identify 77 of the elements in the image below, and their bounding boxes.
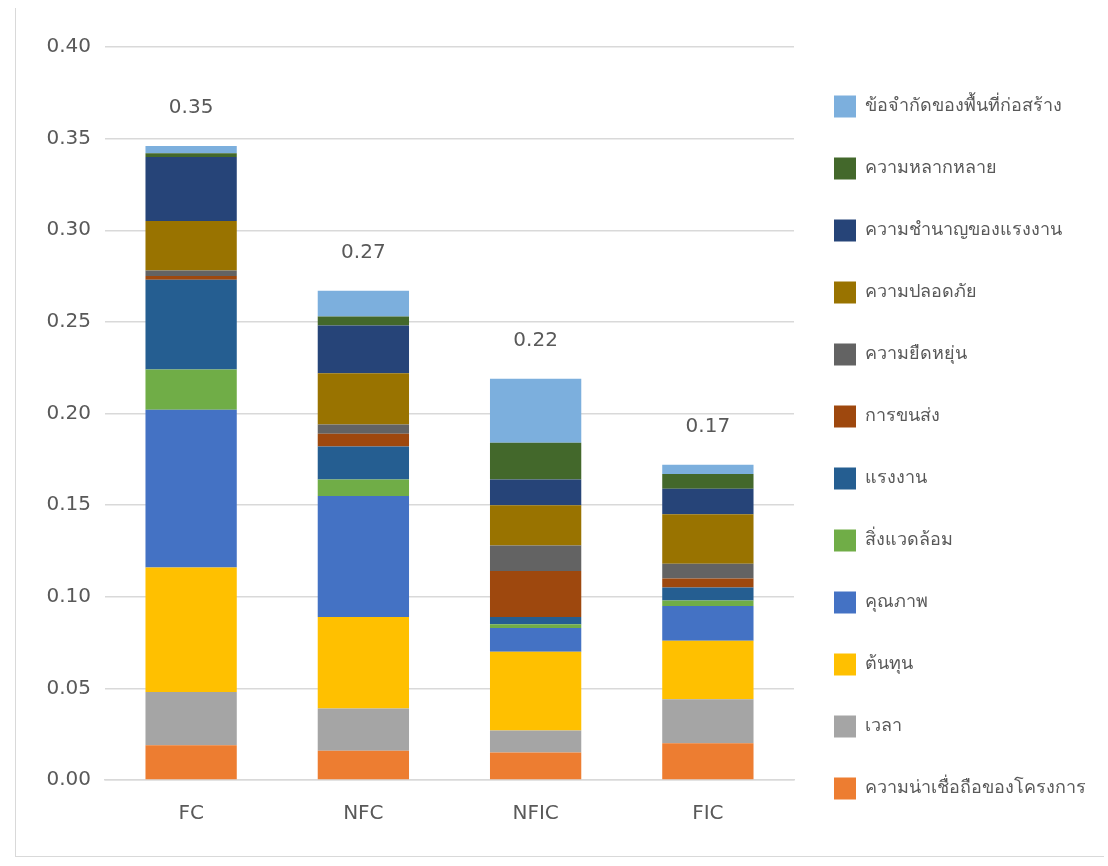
y-tick-label: 0.35 bbox=[46, 124, 91, 149]
bar bbox=[489, 752, 582, 780]
bar bbox=[662, 473, 754, 489]
y-tick-label: 0.15 bbox=[46, 491, 91, 516]
bar bbox=[662, 514, 754, 564]
bar bbox=[145, 156, 237, 222]
x-tick-label: FIC bbox=[692, 800, 724, 825]
bar bbox=[662, 563, 754, 579]
total-label: 0.27 bbox=[341, 238, 386, 263]
bar bbox=[489, 442, 582, 480]
bar bbox=[662, 640, 754, 700]
x-tick-label: FC bbox=[178, 800, 204, 825]
legend-label: ความยืดหยุ่น bbox=[865, 342, 967, 365]
bar bbox=[317, 446, 410, 480]
bar bbox=[662, 587, 754, 601]
y-tick-label: 0.00 bbox=[46, 766, 91, 791]
bar bbox=[145, 567, 237, 693]
bar bbox=[145, 369, 237, 410]
bar bbox=[145, 279, 237, 370]
bar bbox=[317, 373, 410, 425]
bar bbox=[662, 600, 754, 606]
bar bbox=[317, 433, 410, 447]
bar bbox=[489, 479, 582, 506]
x-tick-label: NFIC bbox=[512, 800, 559, 825]
legend-label: แรงงาน bbox=[865, 466, 927, 488]
y-tick-label: 0.25 bbox=[46, 308, 91, 333]
bar bbox=[145, 153, 237, 157]
total-label: 0.17 bbox=[685, 413, 731, 438]
bar bbox=[317, 316, 410, 326]
bar bbox=[145, 692, 237, 746]
bar bbox=[662, 464, 754, 474]
bar bbox=[489, 651, 582, 731]
bar bbox=[317, 708, 410, 751]
legend-label: ความหลากหลาย bbox=[865, 156, 997, 178]
bar bbox=[489, 545, 582, 572]
bar bbox=[145, 276, 237, 280]
y-tick-label: 0.20 bbox=[46, 399, 91, 424]
bar bbox=[317, 424, 410, 434]
y-tick-label: 0.05 bbox=[46, 674, 91, 699]
bar bbox=[662, 743, 754, 780]
bar bbox=[317, 479, 410, 496]
bar bbox=[662, 699, 754, 744]
legend-label: ต้นทุน bbox=[865, 652, 913, 675]
bar bbox=[317, 290, 410, 317]
bar bbox=[145, 409, 237, 568]
bar bbox=[662, 578, 754, 588]
bar bbox=[145, 145, 237, 154]
bar bbox=[489, 624, 582, 628]
legend-label: การขนส่ง bbox=[865, 404, 940, 426]
bar bbox=[489, 627, 582, 652]
bar bbox=[489, 730, 582, 753]
legend-label: ข้อจำกัดของพื้นที่ก่อสร้าง bbox=[865, 92, 1062, 116]
bar bbox=[317, 495, 410, 617]
bar bbox=[489, 571, 582, 617]
bar bbox=[145, 270, 237, 277]
bar bbox=[317, 325, 410, 374]
legend-label: เวลา bbox=[865, 714, 902, 736]
bar bbox=[145, 221, 237, 271]
bar bbox=[662, 488, 754, 515]
bar bbox=[489, 378, 582, 443]
legend-label: ความชำนาญของแรงงาน bbox=[865, 218, 1062, 240]
legend-label: สิ่งแวดล้อม bbox=[865, 526, 953, 550]
y-tick-label: 0.40 bbox=[46, 33, 91, 58]
x-tick-label: NFC bbox=[343, 800, 384, 825]
y-tick-label: 0.10 bbox=[46, 582, 91, 607]
legend-label: คุณภาพ bbox=[865, 590, 928, 613]
bar bbox=[317, 750, 410, 780]
legend-label: ความปลอดภัย bbox=[865, 280, 977, 302]
bar bbox=[317, 616, 410, 709]
bar bbox=[489, 616, 582, 625]
legend-label: ความน่าเชื่อถือของโครงการ bbox=[865, 774, 1086, 798]
total-label: 0.22 bbox=[513, 326, 558, 351]
bar bbox=[489, 505, 582, 546]
y-tick-label: 0.30 bbox=[46, 216, 91, 241]
bar bbox=[145, 745, 237, 780]
bar bbox=[662, 605, 754, 641]
total-label: 0.35 bbox=[168, 94, 214, 119]
